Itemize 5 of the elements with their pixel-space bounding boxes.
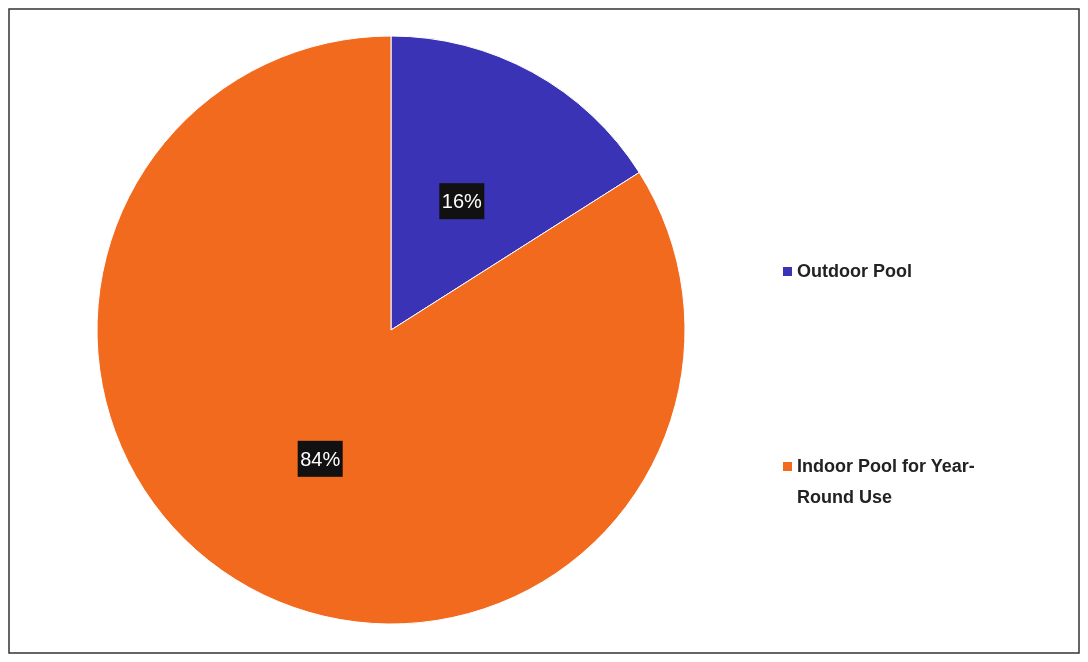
legend-label: Indoor Pool for Year-Round Use	[797, 456, 975, 507]
pie-slice	[96, 35, 686, 625]
data-label: 84%	[300, 447, 341, 470]
data-label: 16%	[441, 190, 483, 213]
legend-label: Outdoor Pool	[797, 261, 912, 281]
